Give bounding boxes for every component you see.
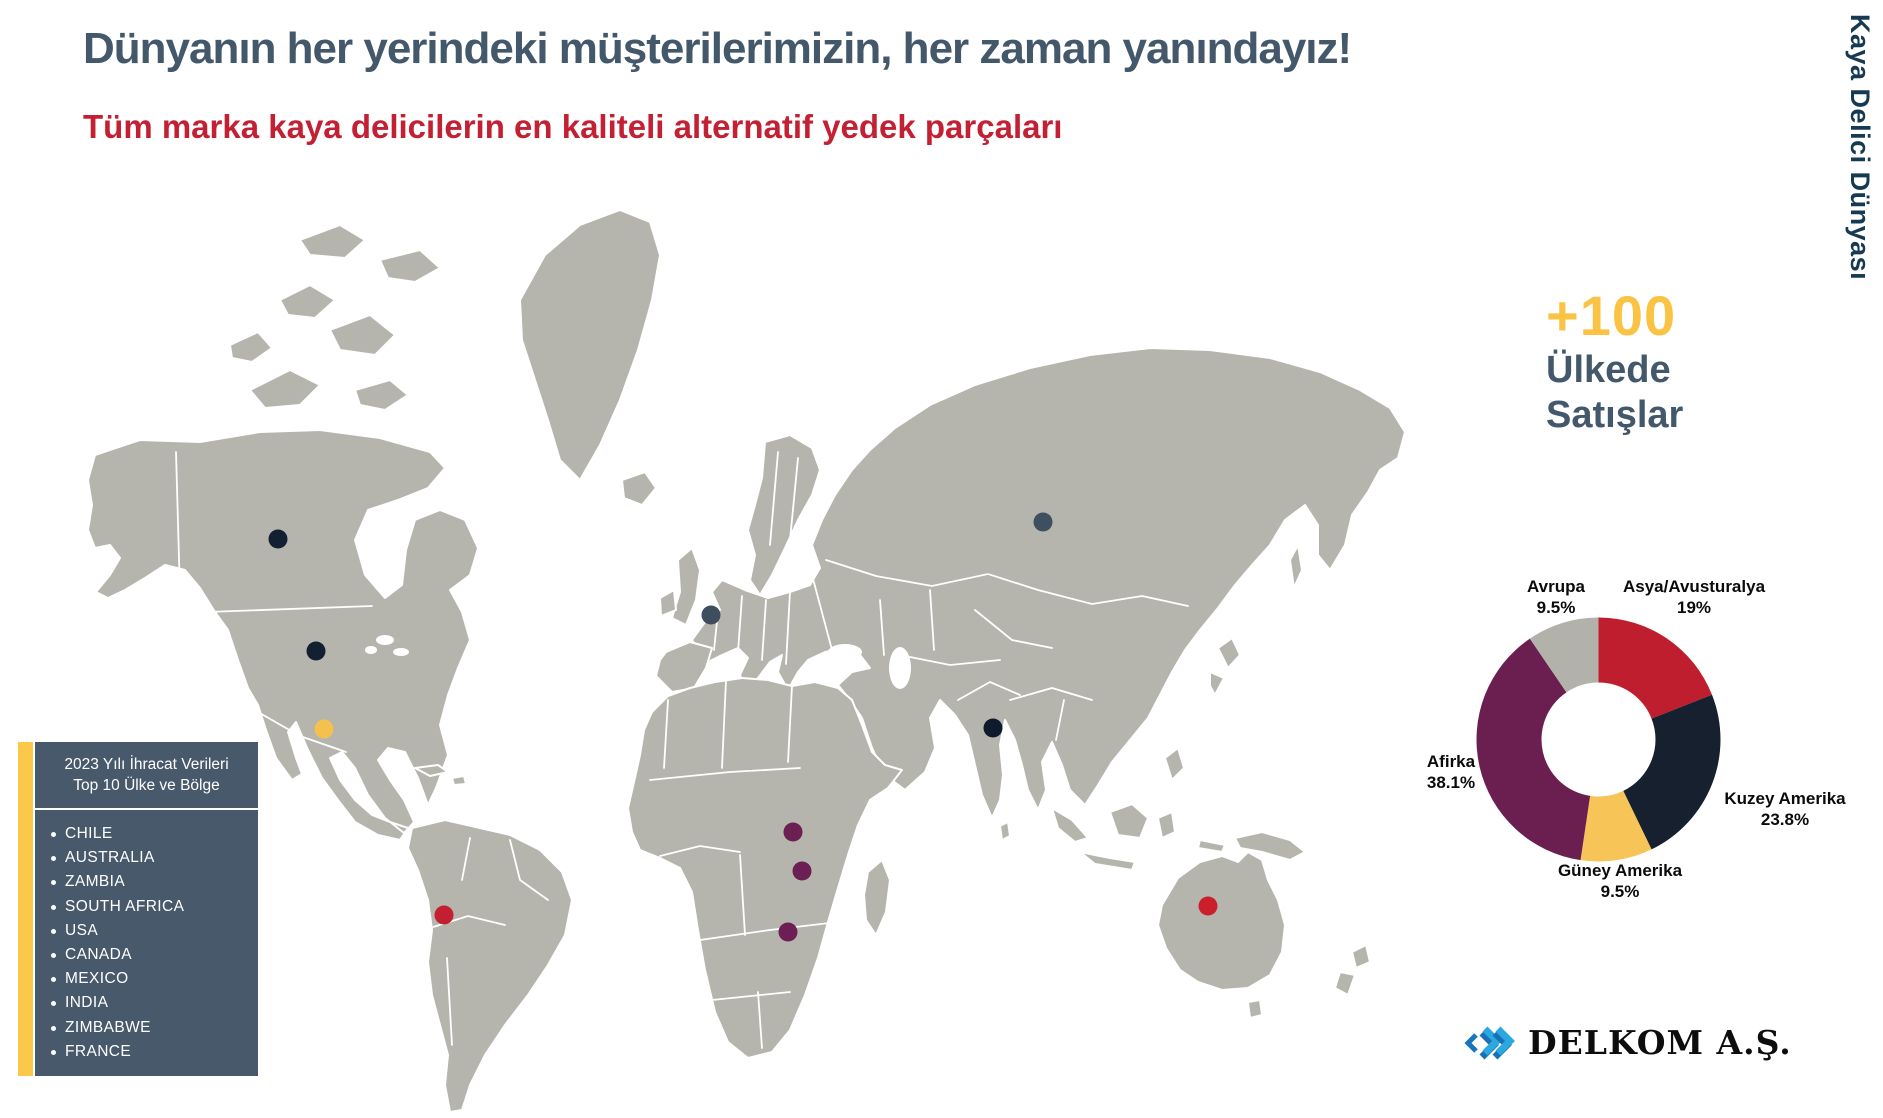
- company-logo: DELKOM A.Ş.: [1462, 1020, 1792, 1064]
- map-dot-france: [701, 605, 721, 625]
- page-title: Dünyanın her yerindeki müşterilerimizin,…: [83, 24, 1352, 73]
- logo-chevrons-icon: [1464, 1026, 1515, 1060]
- continent-north-america: [87, 429, 479, 841]
- country-item: ZIMBABWE: [51, 1016, 258, 1040]
- donut-segment-asya-avusturalya: [1598, 617, 1712, 719]
- map-dot-mexico: [314, 719, 334, 739]
- logo-text: DELKOM A.Ş.: [1528, 1022, 1792, 1062]
- sales-stat: +100 Ülkede Satışlar: [1546, 284, 1846, 436]
- export-header-line1: 2023 Yılı İhracat Verileri: [64, 756, 229, 773]
- donut-segment-afirka: [1476, 638, 1591, 861]
- map-dot-india: [983, 718, 1003, 738]
- vertical-banner: Kaya Delici Dünyası: [1845, 14, 1875, 281]
- country-item: FRANCE: [51, 1040, 258, 1064]
- donut-segment-avrupa: [1529, 617, 1599, 693]
- donut-segment-kuzey-amerika: [1623, 694, 1721, 850]
- continent-africa: [627, 677, 903, 1059]
- map-dot-south-africa: [778, 922, 798, 942]
- donut-chart: [1476, 617, 1721, 862]
- country-item: USA: [51, 919, 258, 943]
- country-item: ZAMBIA: [51, 870, 258, 894]
- island-iceland: [621, 471, 657, 506]
- export-country-list: CHILE AUSTRALIA ZAMBIA SOUTH AFRICA USA CANAD…: [35, 810, 258, 1076]
- stat-label-line1: Ülkede: [1546, 349, 1671, 391]
- donut-segment-g-ney-amerika: [1580, 790, 1652, 862]
- map-dot-australia: [1198, 896, 1218, 916]
- country-item: AUSTRALIA: [51, 846, 258, 870]
- continent-australia: [1157, 851, 1286, 991]
- map-dot-zimbabwe: [792, 861, 812, 881]
- accent-bar: [18, 742, 33, 1076]
- island-new-zealand: [1351, 944, 1371, 969]
- stat-value: +100: [1546, 284, 1677, 347]
- country-item: CANADA: [51, 943, 258, 967]
- donut-label-afirka: Afirka 38.1%: [1426, 752, 1476, 792]
- sea-black: [828, 644, 862, 660]
- island-new-guinea: [1234, 831, 1306, 861]
- export-box-header: 2023 Yılı İhracat Verileri Top 10 Ülke v…: [35, 742, 258, 808]
- donut-label-avrupa: Avrupa 9.5%: [1527, 577, 1585, 617]
- donut-label-kuzey-amerika: Kuzey Amerika 23.8%: [1724, 789, 1846, 829]
- island-uk: [671, 547, 701, 626]
- island-ireland: [659, 589, 677, 617]
- donut-label-asya: Asya/Avusturalya 19%: [1622, 577, 1766, 617]
- lake-great-lakes: [376, 635, 394, 645]
- sea-caspian: [889, 647, 911, 689]
- stat-label-line2: Satışlar: [1546, 394, 1684, 436]
- continent-south-america: [407, 819, 573, 1113]
- country-item: INDIA: [51, 991, 258, 1015]
- map-dot-zambia: [783, 822, 803, 842]
- country-item: SOUTH AFRICA: [51, 895, 258, 919]
- page-subtitle: Tüm marka kaya delicilerin en kaliteli a…: [83, 108, 1063, 145]
- map-dot-russia: [1033, 512, 1053, 532]
- map-dots: [268, 512, 1218, 942]
- map-dot-canada: [268, 529, 288, 549]
- export-header-line2: Top 10 Ülke ve Bölge: [73, 777, 220, 794]
- country-item: MEXICO: [51, 967, 258, 991]
- map-dot-chile: [434, 905, 454, 925]
- donut-label-guney-amerika: Güney Amerika 9.5%: [1557, 861, 1683, 901]
- island-greenland: [519, 209, 661, 481]
- country-item: CHILE: [51, 822, 258, 846]
- island-madagascar: [863, 859, 891, 936]
- map-dot-usa: [306, 641, 326, 661]
- region-scandinavia: [747, 434, 821, 596]
